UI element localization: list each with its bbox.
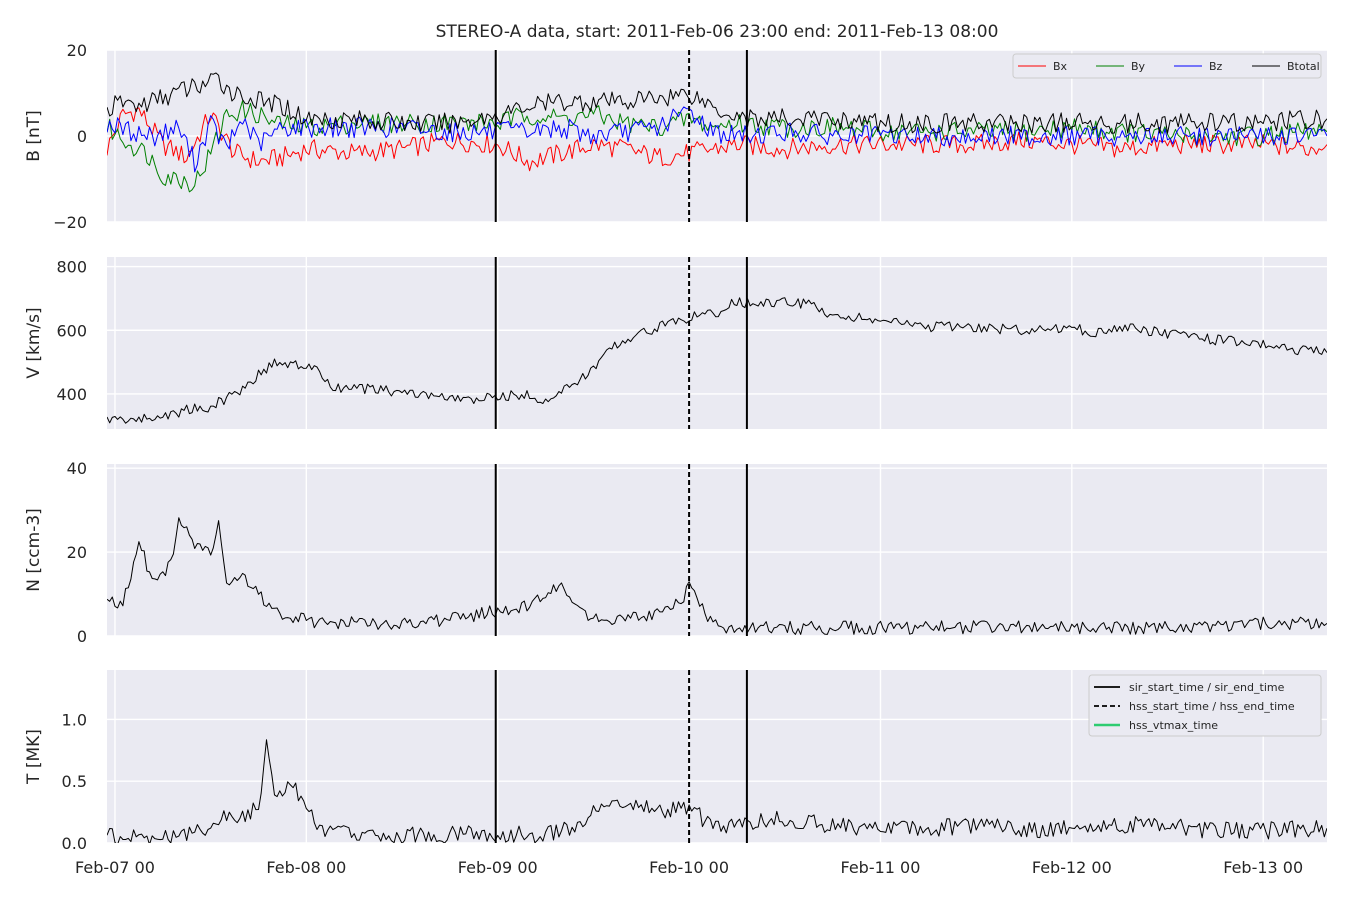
x-tick-label: Feb-08 00 bbox=[266, 858, 346, 877]
figure-title: STEREO-A data, start: 2011-Feb-06 23:00 … bbox=[436, 22, 999, 42]
x-tick-label: Feb-11 00 bbox=[841, 858, 921, 877]
x-tick-label: Feb-07 00 bbox=[75, 858, 155, 877]
y-tick-label: 0 bbox=[77, 127, 87, 146]
legend-label: Btotal bbox=[1287, 60, 1320, 73]
y-tick-label: −20 bbox=[53, 213, 87, 232]
plot-area bbox=[107, 257, 1327, 429]
legend-label: Bz bbox=[1209, 60, 1223, 73]
legend-box bbox=[1088, 674, 1322, 737]
series-group bbox=[107, 72, 1327, 193]
series-line-btotal bbox=[107, 72, 1327, 134]
legend-label: By bbox=[1131, 60, 1146, 73]
legend-label: hss_start_time / hss_end_time bbox=[1129, 700, 1295, 713]
y-tick-label: 800 bbox=[56, 258, 87, 277]
legend-box bbox=[1012, 53, 1322, 79]
series-line-bz bbox=[107, 106, 1327, 173]
panel-t: 0.0 0.5 1.0 T [MK] sir_start_time / sir_end_… bbox=[24, 670, 1327, 877]
y-tick-label: 20 bbox=[67, 543, 87, 562]
panel-n: 0 20 40 N [ccm-3] bbox=[24, 459, 1327, 646]
series-line-by bbox=[107, 100, 1327, 193]
y-axis-label: B [nT] bbox=[24, 110, 44, 162]
series-line bbox=[107, 297, 1327, 424]
legend-label: hss_vtmax_time bbox=[1129, 719, 1218, 732]
y-axis-label: V [km/s] bbox=[24, 307, 44, 378]
x-tick-label: Feb-10 00 bbox=[649, 858, 729, 877]
y-tick-label: 400 bbox=[56, 385, 87, 404]
b-legend: Bx By Bz Btotal bbox=[1012, 53, 1322, 79]
y-tick-label: 0 bbox=[77, 627, 87, 646]
y-tick-label: 0.0 bbox=[62, 834, 87, 853]
y-tick-label: 20 bbox=[67, 41, 87, 60]
y-tick-label: 40 bbox=[67, 459, 87, 478]
series-group bbox=[107, 517, 1327, 635]
y-axis-label: N [ccm-3] bbox=[24, 508, 44, 592]
series-group bbox=[107, 739, 1327, 843]
series-group bbox=[107, 297, 1327, 424]
legend-label: sir_start_time / sir_end_time bbox=[1129, 681, 1285, 694]
y-tick-label: 600 bbox=[56, 321, 87, 340]
y-tick-label: 0.5 bbox=[62, 772, 87, 791]
event-legend: sir_start_time / sir_end_time hss_start_t… bbox=[1088, 674, 1322, 737]
legend-label: Bx bbox=[1053, 60, 1068, 73]
panel-v: 400 600 800 V [km/s] bbox=[24, 257, 1327, 429]
y-axis-label: T [MK] bbox=[24, 729, 44, 785]
plot-area bbox=[107, 464, 1327, 636]
x-tick-label: Feb-09 00 bbox=[458, 858, 538, 877]
series-line-bx bbox=[107, 107, 1327, 172]
panel-b: −20 0 20 B [nT] Bx By Bz Btotal bbox=[24, 41, 1327, 232]
x-tick-label: Feb-12 00 bbox=[1032, 858, 1112, 877]
series-line bbox=[107, 739, 1327, 843]
y-tick-label: 1.0 bbox=[62, 710, 87, 729]
series-line bbox=[107, 517, 1327, 635]
x-tick-label: Feb-13 00 bbox=[1223, 858, 1303, 877]
